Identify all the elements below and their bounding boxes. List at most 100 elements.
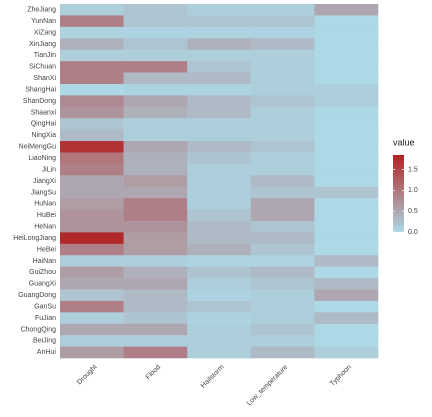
heat-cell xyxy=(187,152,252,165)
y-tick-label: FuJian xyxy=(35,315,56,322)
heat-cell xyxy=(314,209,379,222)
heat-cell xyxy=(123,209,188,222)
heat-cell xyxy=(123,312,188,325)
heat-cell xyxy=(314,141,379,153)
heat-cell xyxy=(250,175,315,188)
legend-title: value xyxy=(393,137,415,147)
heat-cell xyxy=(60,4,124,16)
heat-cell xyxy=(123,129,188,142)
y-tick-label: SiChuan xyxy=(29,64,56,71)
heat-cell xyxy=(60,129,124,142)
heat-cell xyxy=(314,289,379,302)
heat-cell xyxy=(314,335,379,347)
heat-cell xyxy=(123,198,188,210)
heat-cell xyxy=(60,335,124,347)
heat-cell xyxy=(187,118,252,130)
heat-cell xyxy=(250,312,315,325)
heat-cell xyxy=(314,186,379,199)
heat-cell xyxy=(60,26,124,39)
heat-cell xyxy=(250,209,315,222)
heat-cell xyxy=(187,106,252,119)
heat-cell xyxy=(250,278,315,290)
heat-cell xyxy=(60,255,124,267)
heat-cell xyxy=(60,312,124,325)
heat-cell xyxy=(123,38,188,50)
heat-cell xyxy=(187,175,252,188)
heat-cell xyxy=(187,232,252,245)
heat-cell xyxy=(123,118,188,130)
heat-cell xyxy=(250,15,315,28)
y-tick-label: ShanDong xyxy=(23,98,56,105)
heat-cell xyxy=(314,83,379,96)
heat-cell xyxy=(123,141,188,153)
heat-cell xyxy=(314,129,379,142)
heat-cell xyxy=(60,220,124,233)
heat-cell xyxy=(60,209,124,222)
heat-cell xyxy=(187,198,252,210)
x-tick-label: Typhoon xyxy=(329,364,353,388)
heat-cell xyxy=(187,129,252,142)
heat-cell xyxy=(250,72,315,85)
heat-cell xyxy=(123,289,188,302)
heat-cell xyxy=(187,220,252,233)
heat-cell xyxy=(123,152,188,165)
colorbar-tick-label: 1.0 xyxy=(408,187,418,194)
heat-cell xyxy=(60,346,124,359)
y-tick-label: YunNan xyxy=(31,18,56,25)
heat-cell xyxy=(123,255,188,267)
heat-cell xyxy=(250,346,315,359)
heat-cell xyxy=(60,243,124,256)
heat-cell xyxy=(123,300,188,313)
heat-cell xyxy=(250,38,315,50)
y-tick-label: ChongQing xyxy=(21,326,57,333)
heat-cell xyxy=(187,289,252,302)
heat-cell xyxy=(123,49,188,62)
heat-cell xyxy=(123,346,188,359)
heat-cell xyxy=(314,118,379,130)
heat-cell xyxy=(60,61,124,73)
y-tick-label: TianJin xyxy=(34,52,56,59)
colorbar xyxy=(393,155,404,232)
y-tick-label: HuBei xyxy=(37,212,57,219)
heat-cell xyxy=(123,323,188,336)
heat-cell xyxy=(187,72,252,85)
x-tick-label: Flood xyxy=(145,364,162,381)
y-tick-label: GuangXi xyxy=(29,281,57,288)
heat-cell xyxy=(250,83,315,96)
heat-cell xyxy=(187,278,252,290)
heat-cell xyxy=(250,243,315,256)
heat-cell xyxy=(187,300,252,313)
heat-cell xyxy=(314,312,379,325)
heat-cell xyxy=(123,186,188,199)
y-tick-label: XinJiang xyxy=(29,41,56,48)
heat-cell xyxy=(60,95,124,108)
heat-cell xyxy=(187,61,252,73)
heat-cell xyxy=(123,175,188,188)
y-tick-label: XiZang xyxy=(34,29,56,36)
heat-cell xyxy=(60,83,124,96)
heat-cell xyxy=(250,198,315,210)
heat-cell xyxy=(60,289,124,302)
y-tick-label: LiaoNing xyxy=(28,155,56,162)
heat-cell xyxy=(60,38,124,50)
heat-cell xyxy=(250,255,315,267)
x-tick-label: Low_temperature xyxy=(246,364,290,408)
heat-cell xyxy=(314,106,379,119)
heat-cell xyxy=(187,4,252,16)
heat-cell xyxy=(123,4,188,16)
heat-cell xyxy=(123,72,188,85)
heat-cell xyxy=(250,26,315,39)
heat-cell xyxy=(123,15,188,28)
heat-cell xyxy=(123,220,188,233)
heat-cell xyxy=(60,152,124,165)
heat-cell xyxy=(187,335,252,347)
y-tick-label: GanSu xyxy=(34,303,56,310)
heat-cell xyxy=(123,26,188,39)
heat-cell xyxy=(314,38,379,50)
heat-cell xyxy=(314,198,379,210)
y-tick-label: JiangXi xyxy=(33,178,56,185)
heat-cell xyxy=(314,243,379,256)
heat-cell xyxy=(314,4,379,16)
y-tick-label: HeNan xyxy=(34,224,56,231)
